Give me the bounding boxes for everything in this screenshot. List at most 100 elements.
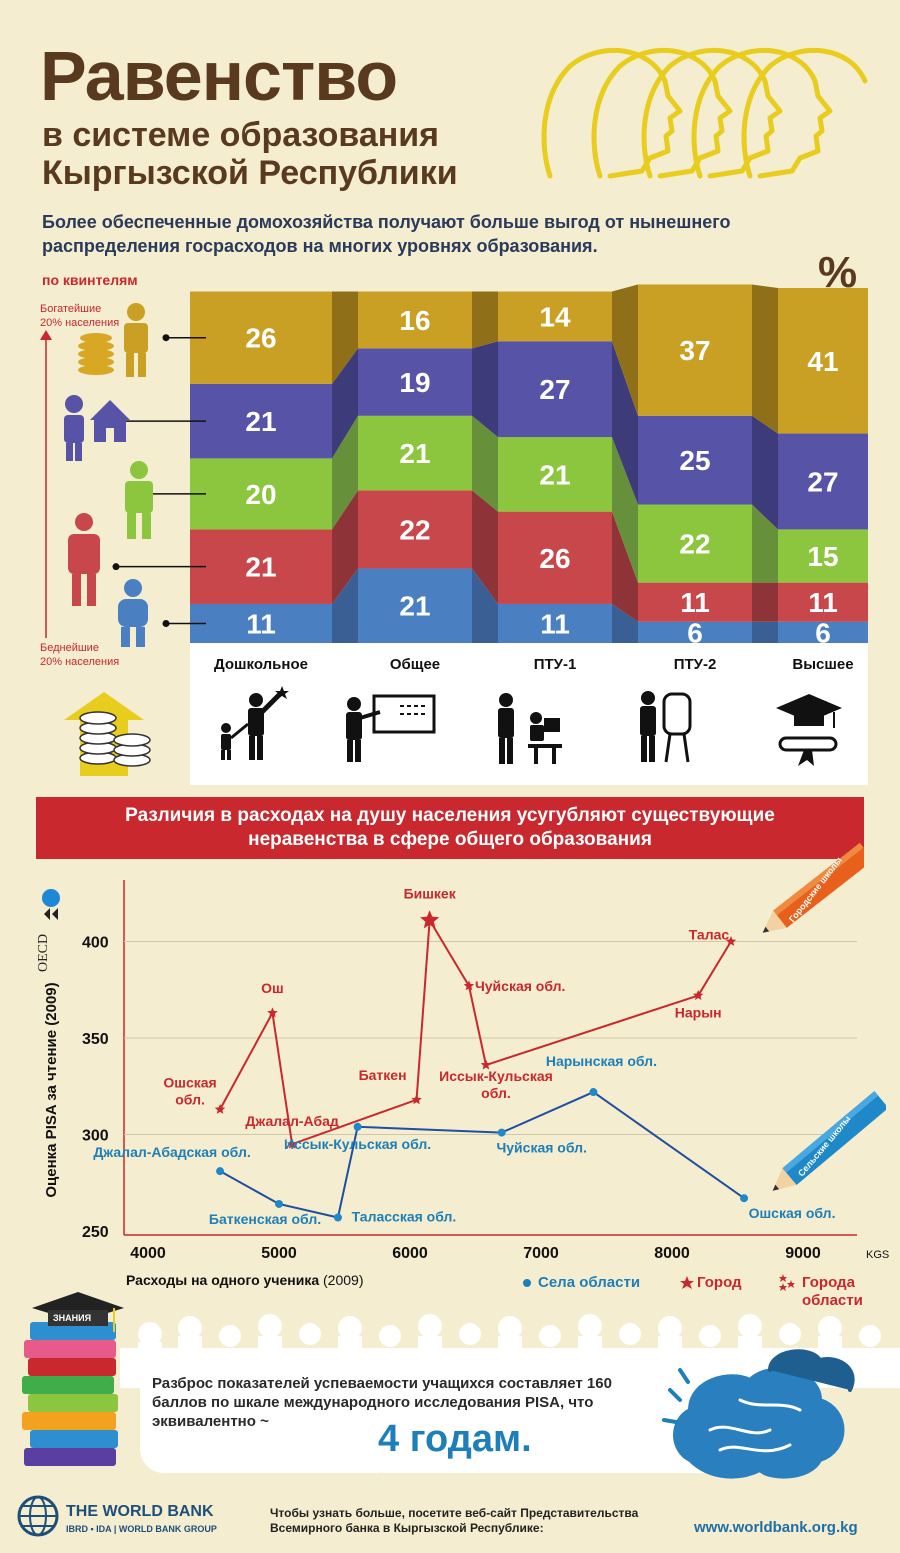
bar-value-label: 16 [399,305,430,336]
website-link[interactable]: www.worldbank.org.kg [694,1519,858,1536]
bar-segment [638,415,752,505]
bar-connector [612,341,638,505]
x-axis-label: Расходы на одного ученика (2009) [126,1272,363,1288]
banner-line2: неравенства в сфере общего образования [248,829,652,850]
rural-point-label: Баткенская обл. [209,1211,321,1227]
category-label: Дошкольное [214,656,308,673]
quintile-pointer-dot [112,563,120,571]
bar-connector [472,291,498,349]
bar-connector [752,621,778,643]
bar-segment [358,348,472,416]
y-tick-label: 250 [82,1224,109,1241]
bar-segment [498,511,612,604]
oecd-logo-icon [42,889,60,920]
city-series-line [219,917,732,1146]
poorest-label: Беднейшие 20% населения [40,642,120,668]
bar-connector [612,511,638,622]
general-school-icon [346,694,436,762]
bar-connector [332,490,358,604]
y-axis-label: Оценка PISA за чтение (2009) [43,982,60,1197]
city-point-marker [693,990,704,1000]
worker-red-icon [68,513,100,606]
bar-segment [778,582,868,622]
bar-segment [638,504,752,583]
page-subtitle-line1: в системе образования [42,116,440,154]
city-point-label: Чуйская обл. [475,978,566,994]
city-point-marker [214,1103,226,1114]
bar-value-label: 21 [245,552,276,583]
urban-pencil-icon [762,842,864,933]
category-label: Общее [390,656,440,673]
heads-illustration [541,47,868,179]
city-point-label: Ош [261,980,284,996]
rural-point-marker [333,1213,342,1222]
books-stack-icon [22,1292,124,1466]
coins-arrow-icon [64,692,151,776]
bar-value-label: 37 [679,335,710,366]
richest-label: Богатейшие 20% населения [40,303,120,329]
bar-value-label: 26 [245,323,276,354]
bar-segment [498,437,612,512]
legend-rural: Села области [538,1274,641,1291]
rural-point-label: Чуйская обл. [496,1140,587,1156]
rural-point-label: Джалал-Абадская обл. [93,1144,250,1160]
bar-value-label: 19 [399,367,430,398]
bar-segment [358,415,472,491]
legend-city-marker [680,1276,694,1289]
pisa-line-chart: 250 300 350 400 4000 5000 6000 7000 8000 9000 KGS Р… [43,880,889,1288]
city-point-marker [411,1094,422,1105]
rural-point-label: Таласская обл. [352,1208,457,1224]
bar-value-label: 11 [540,608,570,639]
bar-value-label: 41 [807,346,838,377]
category-label: ПТУ-1 [534,656,577,673]
bar-connector [752,582,778,622]
rural-point-marker [589,1088,598,1097]
bar-connector [752,504,778,583]
rural-point-marker [216,1167,225,1176]
books-label: ЗНАНИЯ [53,1313,92,1323]
arrow-up-icon [40,330,52,638]
banner-line1: Различия в расходах на душу населения ус… [125,805,775,826]
bar-connector [612,284,638,416]
bar-value-label: 20 [245,479,276,510]
x-tick-label: 6000 [392,1245,428,1262]
bar-segment [778,288,868,434]
city-point-marker [725,936,737,946]
quintile-pointer-dot [162,334,170,342]
city-point-label: Ошская обл. [163,1074,216,1107]
bar-connector [332,415,358,530]
bar-segment [358,568,472,643]
city-point-label: Джалал-Абад [245,1113,338,1129]
bar-value-label: 11 [680,587,710,618]
rural-point-label: Ошская обл. [749,1205,836,1221]
bar-segment [638,284,752,416]
house-person-icon [64,395,130,461]
bar-segment [358,490,472,569]
bar-segment [778,529,868,583]
bar-value-label: 14 [539,301,571,332]
bar-segment [358,291,472,349]
city-point-marker [267,1007,278,1018]
stacked-bar-chart: 11 21 20 21 26 Дошкольное 21 22 21 19 16 Общее 11 26 2… [112,284,868,785]
bar-segment [190,529,332,604]
bar-segment [190,291,332,384]
city-point-marker [480,1059,492,1070]
y-tick-label: 400 [82,935,109,952]
footer-line2: Всемирного банка в Кыргызской Республике… [270,1521,544,1535]
city-point-label: Иссык-Кульская обл. [439,1068,553,1101]
rural-point-marker [740,1194,749,1203]
bar-connector [472,490,498,604]
bar-value-label: 22 [679,529,710,560]
city-point-label: Бишкек [404,885,457,901]
bar-segment [190,458,332,530]
bubble-text: Разброс показателей успеваемости учащихс… [152,1375,612,1430]
bar-value-label: 21 [245,406,276,437]
bar-value-label: 6 [687,617,703,648]
category-label: ПТУ-2 [674,656,717,673]
city-point-label: Талас [689,927,730,943]
bar-connector [752,415,778,530]
bar-connector [612,437,638,583]
worker-green-icon [125,461,153,539]
bar-segment [498,341,612,438]
legend-city: Город [697,1274,742,1291]
